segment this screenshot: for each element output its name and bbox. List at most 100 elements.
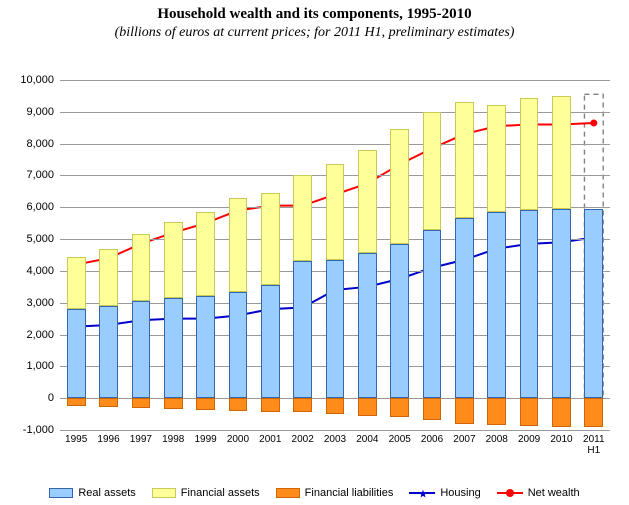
y-tick-label: 4,000 bbox=[26, 265, 60, 277]
y-tick-label: 10,000 bbox=[20, 74, 60, 86]
bar-financial-assets bbox=[455, 102, 474, 218]
legend-label: Housing bbox=[440, 487, 480, 499]
legend-label: Financial liabilities bbox=[305, 487, 394, 499]
bar-financial-liabilities bbox=[326, 398, 345, 414]
legend-item: Financial assets bbox=[152, 487, 260, 499]
x-tick-label: 2003 bbox=[324, 430, 346, 445]
bar-financial-liabilities bbox=[552, 398, 571, 427]
bar-real-assets bbox=[229, 292, 248, 399]
legend-label: Financial assets bbox=[181, 487, 260, 499]
y-tick-label: -1,000 bbox=[23, 424, 60, 436]
bar-financial-liabilities bbox=[423, 398, 442, 420]
bar-financial-liabilities bbox=[132, 398, 151, 408]
chart-title: Household wealth and its components, 199… bbox=[0, 6, 629, 23]
bar-real-assets bbox=[196, 296, 215, 398]
legend-item: Net wealth bbox=[497, 487, 580, 499]
bar-financial-assets bbox=[326, 164, 345, 259]
bar-real-assets bbox=[455, 218, 474, 398]
bar-real-assets bbox=[487, 212, 506, 398]
bar-real-assets bbox=[132, 301, 151, 398]
x-tick-label: 2009 bbox=[518, 430, 540, 445]
bar-financial-assets bbox=[67, 257, 86, 310]
x-tick-label: 2000 bbox=[227, 430, 249, 445]
y-tick-label: 2,000 bbox=[26, 329, 60, 341]
bar-financial-assets bbox=[423, 112, 442, 230]
bar-financial-liabilities bbox=[196, 398, 215, 409]
bar-financial-liabilities bbox=[229, 398, 248, 410]
bar-financial-assets bbox=[390, 129, 409, 244]
bar-real-assets bbox=[423, 230, 442, 399]
titles-block: Household wealth and its components, 199… bbox=[0, 0, 629, 41]
x-tick-label: 1996 bbox=[97, 430, 119, 445]
legend-label: Real assets bbox=[78, 487, 135, 499]
y-tick-label: 7,000 bbox=[26, 169, 60, 181]
x-tick-label: 2002 bbox=[292, 430, 314, 445]
bar-real-assets bbox=[552, 209, 571, 398]
bar-real-assets bbox=[390, 244, 409, 398]
bar-financial-assets bbox=[293, 175, 312, 261]
legend-item: Real assets bbox=[49, 487, 135, 499]
bar-real-assets bbox=[293, 261, 312, 398]
legend-line-swatch bbox=[409, 487, 435, 499]
x-tick-label: 1998 bbox=[162, 430, 184, 445]
bar-financial-assets bbox=[164, 222, 183, 298]
y-tick-label: 8,000 bbox=[26, 138, 60, 150]
bar-financial-liabilities bbox=[99, 398, 118, 407]
plot-area: -1,00001,0002,0003,0004,0005,0006,0007,0… bbox=[60, 80, 610, 431]
bar-financial-assets bbox=[229, 198, 248, 292]
bar-financial-liabilities bbox=[487, 398, 506, 425]
bar-real-assets bbox=[99, 306, 118, 398]
x-tick-label: 1995 bbox=[65, 430, 87, 445]
x-tick-label: 2011 H1 bbox=[583, 430, 605, 456]
bar-real-assets bbox=[326, 260, 345, 398]
x-tick-label: 2004 bbox=[356, 430, 378, 445]
bar-real-assets bbox=[164, 298, 183, 398]
net-wealth-marker bbox=[590, 119, 597, 126]
x-tick-label: 2007 bbox=[453, 430, 475, 445]
legend-label: Net wealth bbox=[528, 487, 580, 499]
bar-financial-liabilities bbox=[164, 398, 183, 409]
y-tick-label: 1,000 bbox=[26, 360, 60, 372]
bar-financial-assets bbox=[99, 249, 118, 306]
legend-item: Housing bbox=[409, 487, 480, 499]
chart-subtitle: (billions of euros at current prices; fo… bbox=[0, 25, 629, 41]
bar-financial-liabilities bbox=[261, 398, 280, 411]
x-tick-label: 1997 bbox=[130, 430, 152, 445]
bar-financial-assets bbox=[358, 150, 377, 253]
x-tick-label: 2001 bbox=[259, 430, 281, 445]
bar-financial-liabilities bbox=[293, 398, 312, 412]
bar-financial-assets bbox=[552, 96, 571, 209]
legend-item: Financial liabilities bbox=[276, 487, 394, 499]
x-tick-label: 2006 bbox=[421, 430, 443, 445]
x-tick-label: 1999 bbox=[194, 430, 216, 445]
bar-financial-assets bbox=[520, 98, 539, 211]
bar-real-assets bbox=[67, 309, 86, 398]
bar-financial-liabilities bbox=[358, 398, 377, 416]
bar-financial-liabilities bbox=[390, 398, 409, 417]
bar-financial-assets bbox=[487, 105, 506, 212]
y-tick-label: 9,000 bbox=[26, 106, 60, 118]
bar-financial-liabilities bbox=[455, 398, 474, 423]
legend-swatch bbox=[49, 488, 73, 498]
bar-financial-liabilities bbox=[67, 398, 86, 406]
bar-real-assets bbox=[584, 209, 603, 398]
legend-swatch bbox=[152, 488, 176, 498]
y-tick-label: 3,000 bbox=[26, 297, 60, 309]
legend-line-swatch bbox=[497, 487, 523, 499]
bar-real-assets bbox=[358, 253, 377, 398]
bar-real-assets bbox=[520, 210, 539, 398]
x-tick-label: 2008 bbox=[486, 430, 508, 445]
legend: Real assets Financial assets Financial lia… bbox=[0, 487, 629, 499]
y-tick-label: 5,000 bbox=[26, 233, 60, 245]
bar-financial-assets bbox=[196, 212, 215, 296]
bar-financial-liabilities bbox=[584, 398, 603, 427]
legend-swatch bbox=[276, 488, 300, 498]
y-tick-label: 0 bbox=[48, 392, 60, 404]
x-tick-label: 2010 bbox=[550, 430, 572, 445]
bar-financial-assets bbox=[132, 234, 151, 301]
chart-container: Household wealth and its components, 199… bbox=[0, 0, 629, 505]
gridline bbox=[60, 80, 610, 81]
bar-financial-liabilities bbox=[520, 398, 539, 426]
x-tick-label: 2005 bbox=[389, 430, 411, 445]
bar-real-assets bbox=[261, 285, 280, 398]
